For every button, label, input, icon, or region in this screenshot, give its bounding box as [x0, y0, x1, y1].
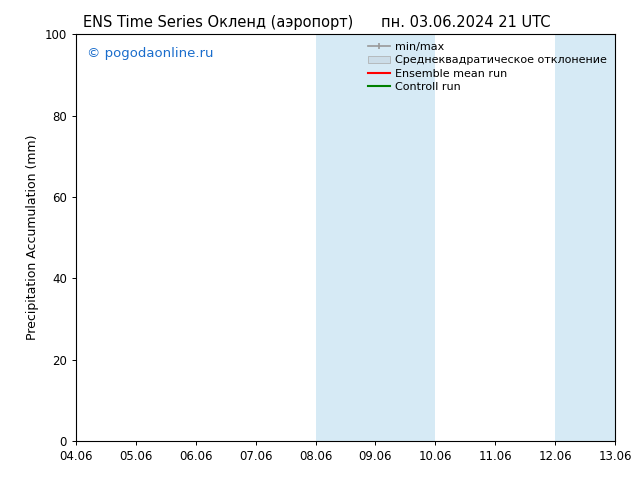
Text: © pogodaonline.ru: © pogodaonline.ru — [87, 47, 214, 59]
Legend: min/max, Среднеквадратическое отклонение, Ensemble mean run, Controll run: min/max, Среднеквадратическое отклонение… — [363, 38, 612, 97]
Text: ENS Time Series Окленд (аэропорт)      пн. 03.06.2024 21 UTC: ENS Time Series Окленд (аэропорт) пн. 03… — [83, 15, 551, 30]
Y-axis label: Precipitation Accumulation (mm): Precipitation Accumulation (mm) — [26, 135, 39, 341]
Bar — [316, 34, 436, 441]
Bar — [555, 34, 615, 441]
